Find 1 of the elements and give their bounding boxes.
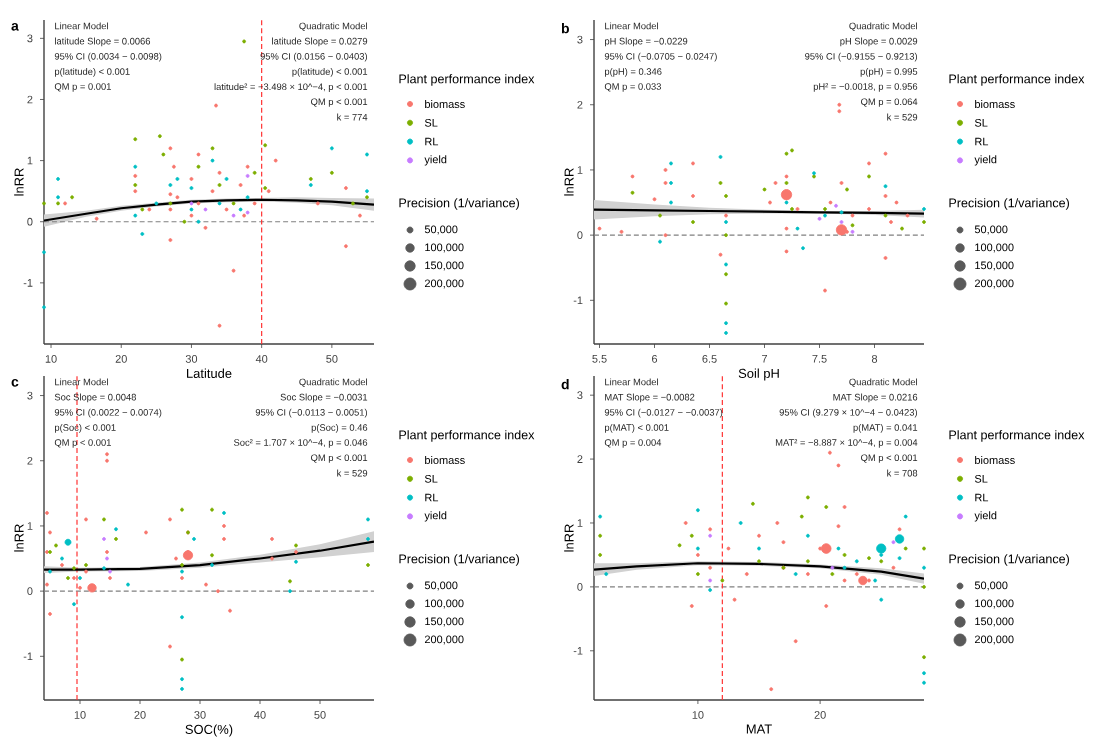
line-series <box>44 540 374 571</box>
